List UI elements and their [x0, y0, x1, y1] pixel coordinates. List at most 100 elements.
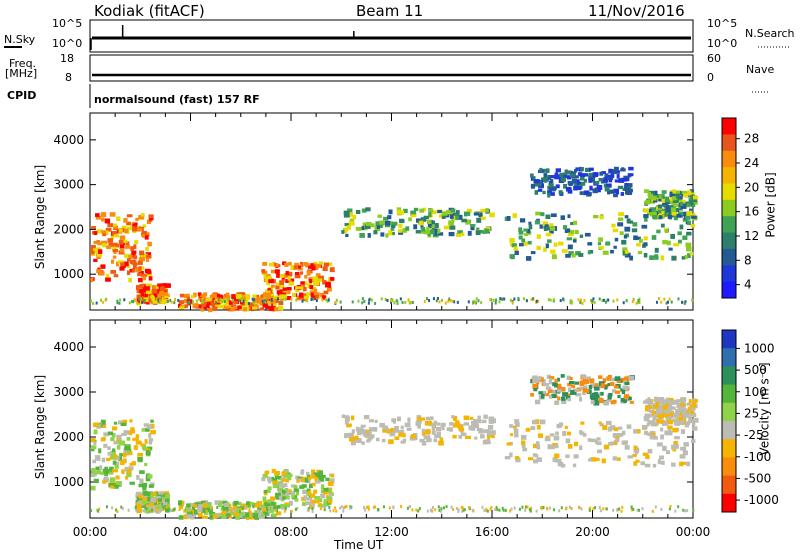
range-cell [93, 441, 97, 445]
range-cell [145, 252, 152, 257]
range-cell [563, 183, 567, 189]
range-cell [584, 167, 591, 172]
ground-scatter-cell [128, 301, 131, 305]
range-cell [617, 185, 624, 190]
range-cell [308, 265, 314, 269]
range-cell [670, 406, 676, 410]
range-cell [466, 208, 472, 213]
colorbar-swatch [722, 384, 736, 404]
range-cell [122, 452, 127, 458]
range-cell [318, 278, 323, 282]
range-cell [659, 455, 664, 460]
range-cell [567, 189, 573, 194]
range-cell [101, 240, 108, 245]
range-cell [479, 434, 485, 439]
range-cell [482, 230, 486, 234]
range-cell [407, 417, 411, 423]
ground-scatter-cell [263, 297, 266, 301]
range-cell [674, 411, 681, 417]
colorbar-swatch [722, 199, 736, 217]
range-cell [183, 514, 189, 520]
range-cell [509, 238, 515, 243]
range-cell [621, 239, 627, 245]
range-cell [142, 284, 148, 290]
range-cell [436, 433, 441, 439]
range-cell [322, 295, 327, 300]
ground-scatter-cell [166, 505, 169, 509]
range-cell [150, 429, 156, 435]
ground-scatter-cell [638, 300, 641, 304]
range-cell [97, 267, 101, 271]
ground-scatter-cell [591, 299, 594, 303]
range-cell [598, 177, 603, 182]
range-cell [298, 478, 304, 482]
range-cell [410, 210, 417, 215]
range-cell [560, 177, 566, 182]
range-cell [540, 393, 545, 399]
ground-scatter-cell [456, 300, 459, 304]
range-cell [355, 426, 359, 432]
range-cell [178, 505, 184, 510]
ground-scatter-cell [489, 298, 492, 302]
range-cell [329, 267, 335, 273]
ground-scatter-cell [349, 506, 352, 510]
range-cell [534, 220, 541, 225]
ground-scatter-cell [404, 300, 407, 304]
range-cell [644, 417, 650, 421]
range-cell [544, 437, 551, 442]
ground-scatter-cell [386, 298, 389, 302]
ground-scatter-cell [241, 299, 244, 303]
range-cell [119, 266, 125, 271]
range-cell [460, 432, 467, 437]
range-cell [138, 277, 143, 283]
range-cell [429, 229, 435, 235]
range-cell [90, 278, 94, 283]
range-cell [678, 408, 684, 412]
range-cell [648, 193, 654, 198]
range-cell [577, 172, 583, 177]
range-cell [530, 251, 536, 255]
ground-scatter-cell [616, 508, 619, 512]
range-cell [379, 422, 385, 428]
range-cell [666, 430, 673, 436]
y-tick-label: 2000 [53, 430, 84, 444]
range-cell [603, 444, 610, 450]
range-cell [124, 245, 131, 249]
ground-scatter-cell [612, 299, 615, 303]
range-cell [554, 383, 558, 388]
range-cell [532, 378, 538, 383]
ground-scatter-cell [211, 506, 214, 510]
colorbar-swatch [722, 167, 736, 184]
ground-scatter-cell [625, 299, 628, 303]
range-cell [206, 300, 212, 306]
range-cell [344, 415, 350, 419]
ground-scatter-cell [301, 299, 304, 303]
ground-scatter-cell [193, 507, 196, 511]
colorbar-tick-label: 500 [744, 363, 767, 377]
range-cell [566, 175, 572, 180]
range-cell [284, 487, 289, 492]
ground-scatter-cell [214, 300, 217, 304]
ground-scatter-cell [241, 297, 244, 301]
range-cell [471, 420, 475, 426]
ground-scatter-cell [321, 298, 324, 302]
range-cell [104, 472, 109, 476]
range-cell [394, 436, 400, 441]
range-cell [684, 411, 691, 416]
range-cell [373, 230, 378, 235]
range-cell [649, 434, 656, 440]
ground-scatter-cell [364, 508, 367, 512]
range-cell [600, 391, 604, 396]
ground-scatter-cell [443, 506, 446, 510]
ground-scatter-cell [498, 508, 501, 512]
ground-scatter-cell [525, 299, 528, 303]
ground-scatter-cell [395, 299, 398, 303]
colorbar-tick-label: 20 [744, 180, 759, 194]
ground-scatter-cell [509, 509, 512, 513]
range-cell [113, 454, 118, 459]
ground-scatter-cell [335, 509, 338, 513]
range-cell [669, 191, 675, 196]
ground-scatter-cell [677, 505, 680, 509]
range-cell [312, 263, 317, 268]
range-cell [399, 219, 405, 224]
